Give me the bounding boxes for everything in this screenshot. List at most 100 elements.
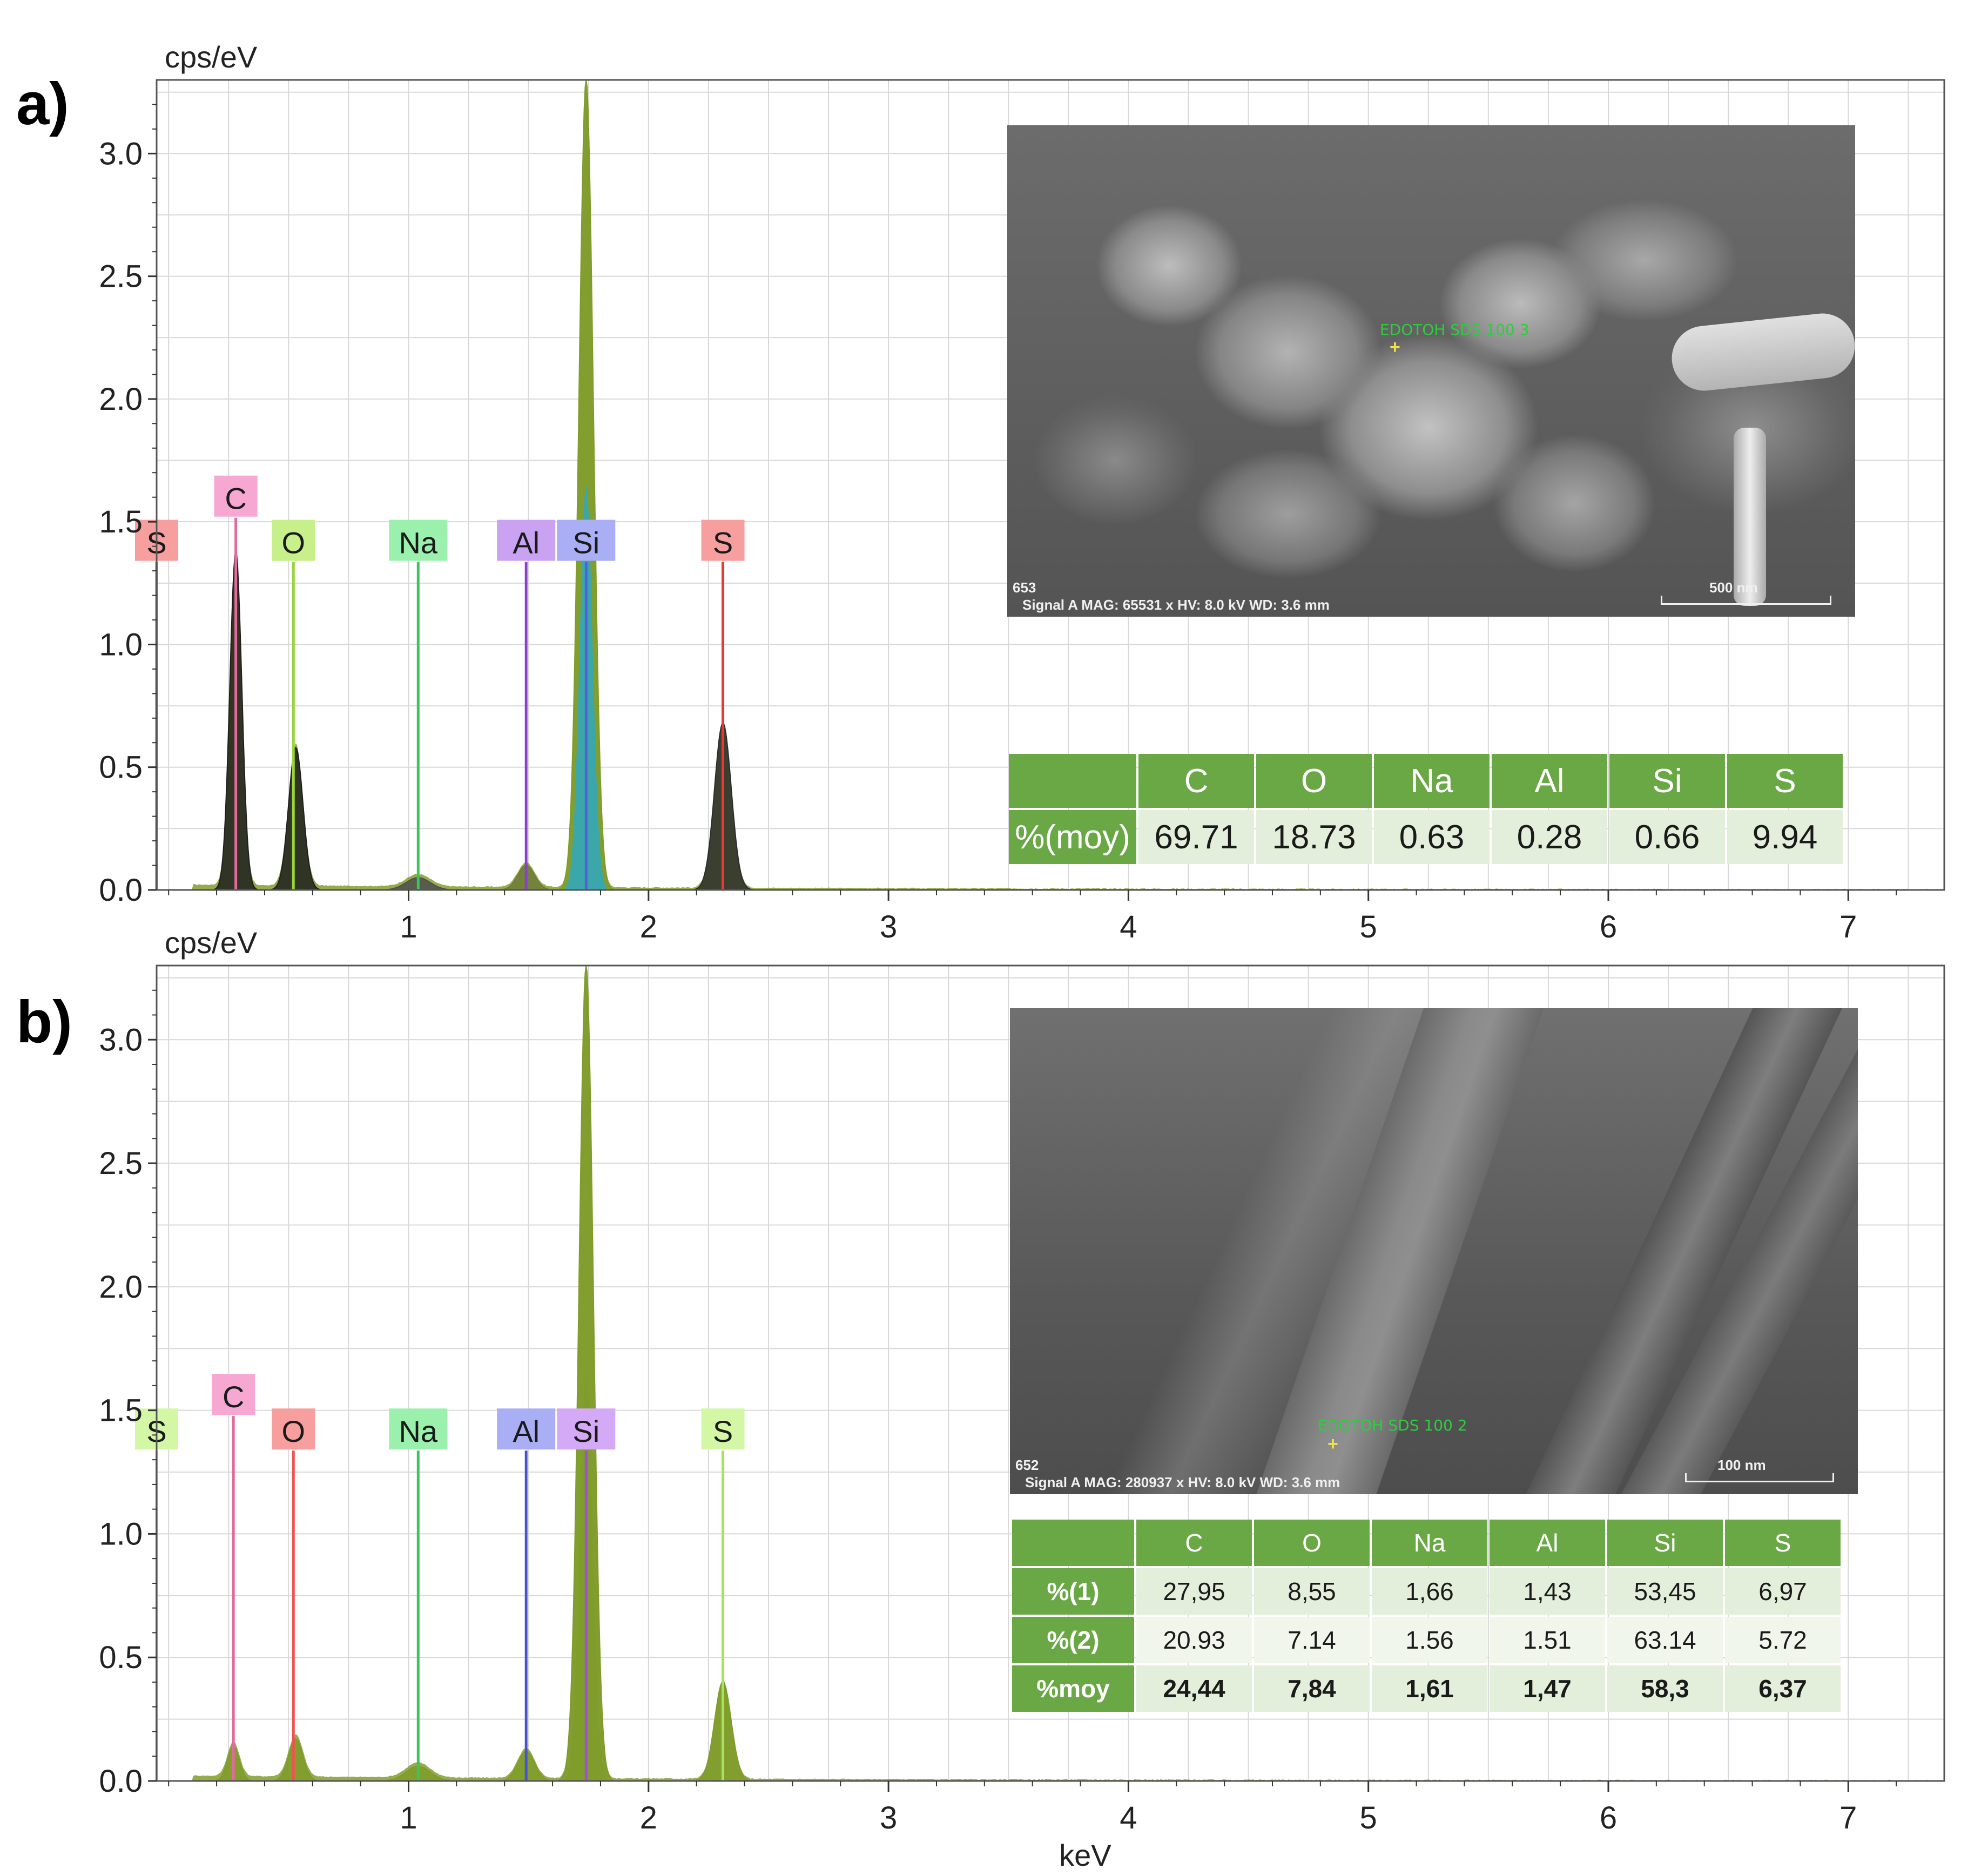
y-tick-label: 2.5 (99, 259, 143, 294)
table-cell: 1,47 (1490, 1665, 1605, 1712)
table-cell: 1,43 (1490, 1568, 1605, 1615)
sem-scale-bar (1661, 596, 1831, 605)
element-label-box (389, 519, 448, 561)
spectrum-peak (556, 79, 616, 890)
sem-image-id: 652 (1015, 1457, 1039, 1473)
sem-acquisition-info: Signal A MAG: 280937 x HV: 8.0 kV WD: 3.… (1025, 1474, 1340, 1490)
element-label-box (272, 1408, 315, 1450)
y-axis-label: cps/eV (165, 926, 258, 960)
y-tick-label: 1.5 (99, 1393, 143, 1428)
table-cell: 1,66 (1372, 1568, 1487, 1615)
sem-image-id: 653 (1013, 579, 1036, 596)
element-label: C (223, 1380, 244, 1414)
table-row-header: %(moy) (1009, 810, 1136, 864)
table-cell: 9.94 (1727, 810, 1843, 864)
element-label-box (497, 1408, 556, 1450)
table-cell: 0.66 (1609, 810, 1725, 864)
element-label-box (557, 519, 616, 561)
sem-point-marker-icon: + (1390, 337, 1400, 357)
table-cell: 5.72 (1725, 1617, 1841, 1663)
element-label-box (497, 519, 556, 561)
table-col-header: S (1727, 754, 1843, 808)
table-cell: 69.71 (1138, 810, 1254, 864)
table-cell: 1.51 (1490, 1617, 1605, 1663)
spectrum-peak (266, 746, 325, 890)
y-tick-label: 0.5 (99, 1640, 143, 1675)
table-header-row: C O Na Al Si S (1009, 754, 1843, 808)
panel-label: b) (16, 989, 72, 1055)
element-label: O (281, 526, 305, 560)
composition-table-a: C O Na Al Si S %(moy) 69.71 18.73 0.63 0… (1007, 752, 1845, 866)
y-tick-label: 2.0 (99, 382, 143, 417)
sem-scale-label: 500 nm (1709, 579, 1758, 596)
y-tick-label: 0.0 (99, 1764, 143, 1799)
table-cell: 8,55 (1254, 1568, 1370, 1615)
x-tick-label: 4 (1120, 1800, 1137, 1835)
sem-acquisition-info: Signal A MAG: 65531 x HV: 8.0 kV WD: 3.6… (1022, 597, 1330, 613)
table-col-header: Al (1492, 754, 1607, 808)
table-row: %(1) 27,95 8,55 1,66 1,43 53,45 6,97 (1012, 1568, 1841, 1615)
plot-frame (156, 964, 1945, 1782)
table-cell: 27,95 (1136, 1568, 1252, 1615)
y-tick-label: 3.0 (99, 1022, 143, 1057)
table-cell: 1,61 (1372, 1665, 1487, 1712)
table-row-header: %(2) (1012, 1617, 1134, 1663)
x-tick-label: 2 (640, 909, 657, 944)
table-row: %(2) 20.93 7.14 1.56 1.51 63.14 5.72 (1012, 1617, 1841, 1663)
table-col-header: C (1136, 1520, 1252, 1566)
plot-frame (156, 79, 1945, 891)
y-tick-label: 1.5 (99, 504, 143, 539)
x-tick-label: 6 (1600, 909, 1617, 944)
table-cell: 7.14 (1254, 1617, 1370, 1663)
y-tick-label: 2.5 (99, 1146, 143, 1181)
x-tick-label: 3 (880, 1800, 897, 1835)
y-tick-label: 1.0 (99, 627, 143, 662)
x-tick-label: 5 (1360, 909, 1377, 944)
x-tick-label: 1 (400, 1800, 417, 1835)
x-tick-label: 7 (1839, 909, 1857, 944)
x-axis-label: keV (1059, 1838, 1111, 1872)
y-tick-label: 2.0 (99, 1270, 143, 1305)
table-cell: 58,3 (1607, 1665, 1723, 1712)
x-tick-label: 5 (1360, 1800, 1377, 1835)
sem-point-label: EDOTOH SDS 100 2 (1318, 1416, 1467, 1434)
element-label: Al (513, 526, 540, 560)
table-row-header: %moy (1012, 1665, 1134, 1712)
table-cell: 53,45 (1607, 1568, 1723, 1615)
table-cell: 6,37 (1725, 1665, 1841, 1712)
table-col-header: Al (1490, 1520, 1605, 1566)
table-col-header: O (1256, 754, 1372, 808)
element-label-box (701, 519, 745, 561)
x-tick-label: 2 (640, 1800, 657, 1835)
x-tick-label: 6 (1600, 1800, 1617, 1835)
table-cell: 1.56 (1372, 1617, 1487, 1663)
element-label: Si (572, 526, 599, 560)
element-label: Si (572, 1414, 599, 1448)
y-axis-label: cps/eV (165, 40, 258, 74)
table-corner (1012, 1520, 1134, 1566)
table-cell: 20.93 (1136, 1617, 1252, 1663)
table-col-header: S (1725, 1520, 1841, 1566)
spectrum-peak (556, 965, 616, 1781)
element-label-box (701, 1408, 745, 1450)
sem-point-marker-icon: + (1327, 1434, 1338, 1454)
table-col-header: O (1254, 1520, 1370, 1566)
table-cell: 24,44 (1136, 1665, 1252, 1712)
sem-scale-label: 100 nm (1717, 1457, 1766, 1473)
table-col-header: Si (1609, 754, 1725, 808)
table-cell: 18.73 (1256, 810, 1372, 864)
y-tick-label: 0.0 (99, 873, 143, 908)
x-tick-label: 4 (1120, 909, 1137, 944)
x-tick-label: 3 (880, 909, 897, 944)
element-label: S (713, 526, 733, 560)
sem-info-bar: 653 Signal A MAG: 65531 x HV: 8.0 kV WD:… (1007, 579, 1855, 617)
sem-info-bar: 652 Signal A MAG: 280937 x HV: 8.0 kV WD… (1010, 1457, 1858, 1494)
composition-table-b: C O Na Al Si S %(1) 27,95 8,55 1,66 1,43… (1010, 1517, 1843, 1714)
table-col-header: C (1138, 754, 1254, 808)
panel-label: a) (16, 71, 69, 137)
x-tick-label: 7 (1839, 1800, 1857, 1835)
element-label: Na (399, 526, 437, 560)
table-col-header: Si (1607, 1520, 1723, 1566)
element-label: Na (399, 1414, 437, 1448)
